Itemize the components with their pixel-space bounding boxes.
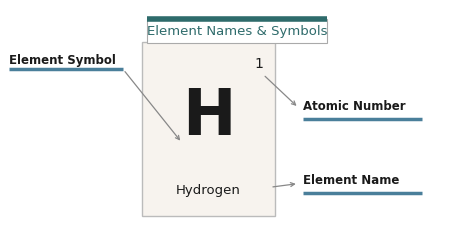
Text: Element Symbol: Element Symbol xyxy=(9,54,116,67)
FancyArrowPatch shape xyxy=(265,76,296,105)
FancyBboxPatch shape xyxy=(142,42,275,216)
Text: 1: 1 xyxy=(254,57,263,71)
FancyArrowPatch shape xyxy=(125,72,179,140)
FancyBboxPatch shape xyxy=(147,19,327,43)
Text: Element Name: Element Name xyxy=(303,174,400,187)
Text: Element Names & Symbols: Element Names & Symbols xyxy=(147,25,327,37)
Text: Hydrogen: Hydrogen xyxy=(176,185,241,197)
FancyArrowPatch shape xyxy=(273,183,294,187)
Text: Atomic Number: Atomic Number xyxy=(303,100,406,113)
Text: H: H xyxy=(182,86,235,148)
